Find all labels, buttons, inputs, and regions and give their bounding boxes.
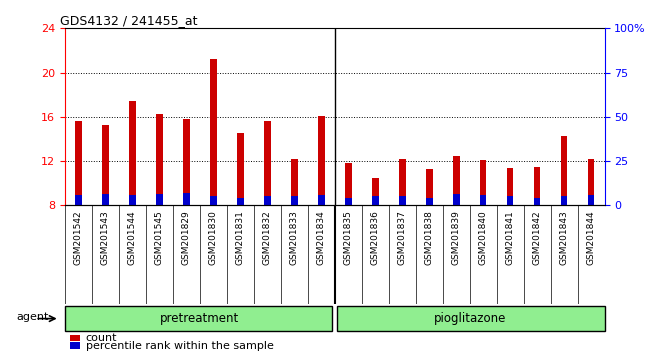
Bar xyxy=(70,343,80,349)
Bar xyxy=(534,198,540,205)
Text: pretreatment: pretreatment xyxy=(161,312,239,325)
Text: GSM201831: GSM201831 xyxy=(236,210,245,265)
Bar xyxy=(561,136,567,205)
Bar xyxy=(75,121,82,205)
Text: GSM201835: GSM201835 xyxy=(344,210,353,265)
Text: GSM201836: GSM201836 xyxy=(370,210,380,265)
Bar xyxy=(345,198,352,205)
Text: GSM201543: GSM201543 xyxy=(101,210,110,265)
Text: GSM201839: GSM201839 xyxy=(452,210,461,265)
Bar xyxy=(561,196,567,205)
Bar xyxy=(129,101,136,205)
Bar xyxy=(534,167,540,205)
Text: GSM201830: GSM201830 xyxy=(209,210,218,265)
Bar xyxy=(237,133,244,205)
Bar xyxy=(318,195,324,205)
Bar xyxy=(337,306,604,331)
Bar xyxy=(588,159,594,205)
Text: GDS4132 / 241455_at: GDS4132 / 241455_at xyxy=(60,14,197,27)
Bar xyxy=(507,168,514,205)
Bar xyxy=(264,196,270,205)
Bar xyxy=(426,169,432,205)
Text: GSM201842: GSM201842 xyxy=(532,210,541,265)
Bar xyxy=(345,163,352,205)
Bar xyxy=(156,194,162,205)
Text: pioglitazone: pioglitazone xyxy=(434,312,506,325)
Text: GSM201837: GSM201837 xyxy=(398,210,407,265)
Bar xyxy=(237,198,244,205)
Bar xyxy=(210,59,216,205)
Text: GSM201843: GSM201843 xyxy=(560,210,569,265)
Bar xyxy=(65,306,332,331)
Text: GSM201542: GSM201542 xyxy=(74,210,83,265)
Bar xyxy=(291,159,298,205)
Text: GSM201834: GSM201834 xyxy=(317,210,326,265)
Bar xyxy=(102,194,109,205)
Bar xyxy=(318,116,324,205)
Text: percentile rank within the sample: percentile rank within the sample xyxy=(86,341,274,351)
Text: GSM201841: GSM201841 xyxy=(506,210,515,265)
Bar xyxy=(507,196,514,205)
Text: GSM201832: GSM201832 xyxy=(263,210,272,265)
Bar xyxy=(372,178,378,205)
Text: GSM201844: GSM201844 xyxy=(586,210,595,265)
Bar xyxy=(264,121,270,205)
Bar xyxy=(183,119,190,205)
Text: GSM201545: GSM201545 xyxy=(155,210,164,265)
Bar xyxy=(399,159,406,205)
Bar xyxy=(70,335,80,341)
Bar xyxy=(291,196,298,205)
Bar xyxy=(183,193,190,205)
Bar xyxy=(129,195,136,205)
Text: GSM201544: GSM201544 xyxy=(128,210,137,265)
Bar xyxy=(210,196,216,205)
Text: GSM201833: GSM201833 xyxy=(290,210,299,265)
Bar xyxy=(102,125,109,205)
Bar xyxy=(588,195,594,205)
Bar xyxy=(75,195,82,205)
Bar xyxy=(372,196,378,205)
Text: GSM201840: GSM201840 xyxy=(478,210,488,265)
Text: GSM201829: GSM201829 xyxy=(182,210,191,265)
Bar xyxy=(156,114,162,205)
Bar xyxy=(453,194,460,205)
Bar xyxy=(480,195,486,205)
Bar xyxy=(426,198,432,205)
Text: count: count xyxy=(86,333,117,343)
Bar xyxy=(453,155,460,205)
Text: agent: agent xyxy=(16,312,49,322)
Bar xyxy=(399,196,406,205)
Text: GSM201838: GSM201838 xyxy=(424,210,434,265)
Bar xyxy=(480,160,486,205)
